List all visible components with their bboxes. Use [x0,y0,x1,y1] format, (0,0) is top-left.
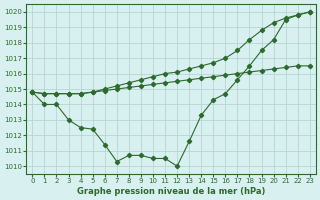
X-axis label: Graphe pression niveau de la mer (hPa): Graphe pression niveau de la mer (hPa) [77,187,265,196]
